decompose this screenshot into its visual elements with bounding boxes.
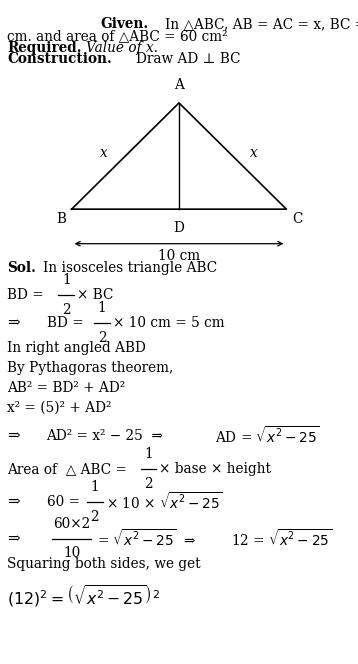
Text: 1: 1 (62, 273, 71, 287)
Text: BD =: BD = (7, 288, 48, 302)
Text: ⇒: ⇒ (7, 315, 20, 330)
Text: AD² = x² − 25  ⇒: AD² = x² − 25 ⇒ (47, 428, 163, 443)
Text: cm. and area of △ABC = 60 cm²: cm. and area of △ABC = 60 cm² (7, 29, 228, 43)
Text: 60 =: 60 = (47, 495, 84, 509)
Text: 1: 1 (144, 447, 153, 461)
Text: × BC: × BC (77, 288, 113, 302)
Text: By Pythagoras theorem,: By Pythagoras theorem, (7, 361, 174, 375)
Text: = $\sqrt{x^2-25}$  ⇒: = $\sqrt{x^2-25}$ ⇒ (97, 528, 195, 549)
Text: BD =: BD = (47, 315, 88, 330)
Text: C: C (292, 212, 302, 226)
Text: x: x (100, 145, 108, 160)
Text: B: B (56, 212, 66, 226)
Text: × 10 cm = 5 cm: × 10 cm = 5 cm (113, 315, 224, 330)
Text: x² = (5)² + AD²: x² = (5)² + AD² (7, 400, 112, 415)
Text: Sol.: Sol. (7, 261, 36, 276)
Text: × base × height: × base × height (159, 461, 271, 476)
Text: AD = $\sqrt{x^2-25}$: AD = $\sqrt{x^2-25}$ (215, 425, 319, 446)
Text: 2: 2 (98, 331, 106, 345)
Text: ⇒: ⇒ (7, 495, 20, 509)
Text: $(12)^2 = \left(\sqrt{x^2-25}\right)^2$: $(12)^2 = \left(\sqrt{x^2-25}\right)^2$ (7, 582, 160, 609)
Text: 2: 2 (91, 510, 99, 524)
Text: In isosceles triangle ABC: In isosceles triangle ABC (43, 261, 217, 276)
Text: Value of x.: Value of x. (86, 41, 158, 54)
Text: ⇒: ⇒ (7, 428, 20, 443)
Text: Construction.: Construction. (7, 52, 112, 66)
Text: ⇒: ⇒ (7, 531, 20, 546)
Text: In right angled ABD: In right angled ABD (7, 341, 146, 355)
Text: A: A (174, 78, 184, 92)
Text: 1: 1 (91, 480, 99, 494)
Text: x: x (250, 145, 258, 160)
Text: Given.: Given. (100, 17, 148, 31)
Text: Required.: Required. (7, 41, 82, 54)
Text: 10: 10 (63, 546, 80, 560)
Text: In △ABC, AB = AC = x, BC = 10: In △ABC, AB = AC = x, BC = 10 (165, 17, 358, 31)
Text: 1: 1 (98, 301, 106, 315)
Text: Area of  △ ABC =: Area of △ ABC = (7, 461, 131, 476)
Text: Squaring both sides, we get: Squaring both sides, we get (7, 556, 201, 571)
Text: 12 = $\sqrt{x^2-25}$: 12 = $\sqrt{x^2-25}$ (231, 528, 332, 549)
Text: D: D (174, 221, 184, 235)
Text: AB² = BD² + AD²: AB² = BD² + AD² (7, 380, 125, 395)
Text: 2: 2 (62, 303, 71, 317)
Text: 2: 2 (144, 477, 153, 491)
Text: × 10 × $\sqrt{x^2-25}$: × 10 × $\sqrt{x^2-25}$ (106, 491, 222, 513)
Text: 10 cm: 10 cm (158, 249, 200, 263)
Text: 60×2: 60×2 (53, 517, 90, 531)
Text: Draw AD ⊥ BC: Draw AD ⊥ BC (136, 52, 241, 66)
